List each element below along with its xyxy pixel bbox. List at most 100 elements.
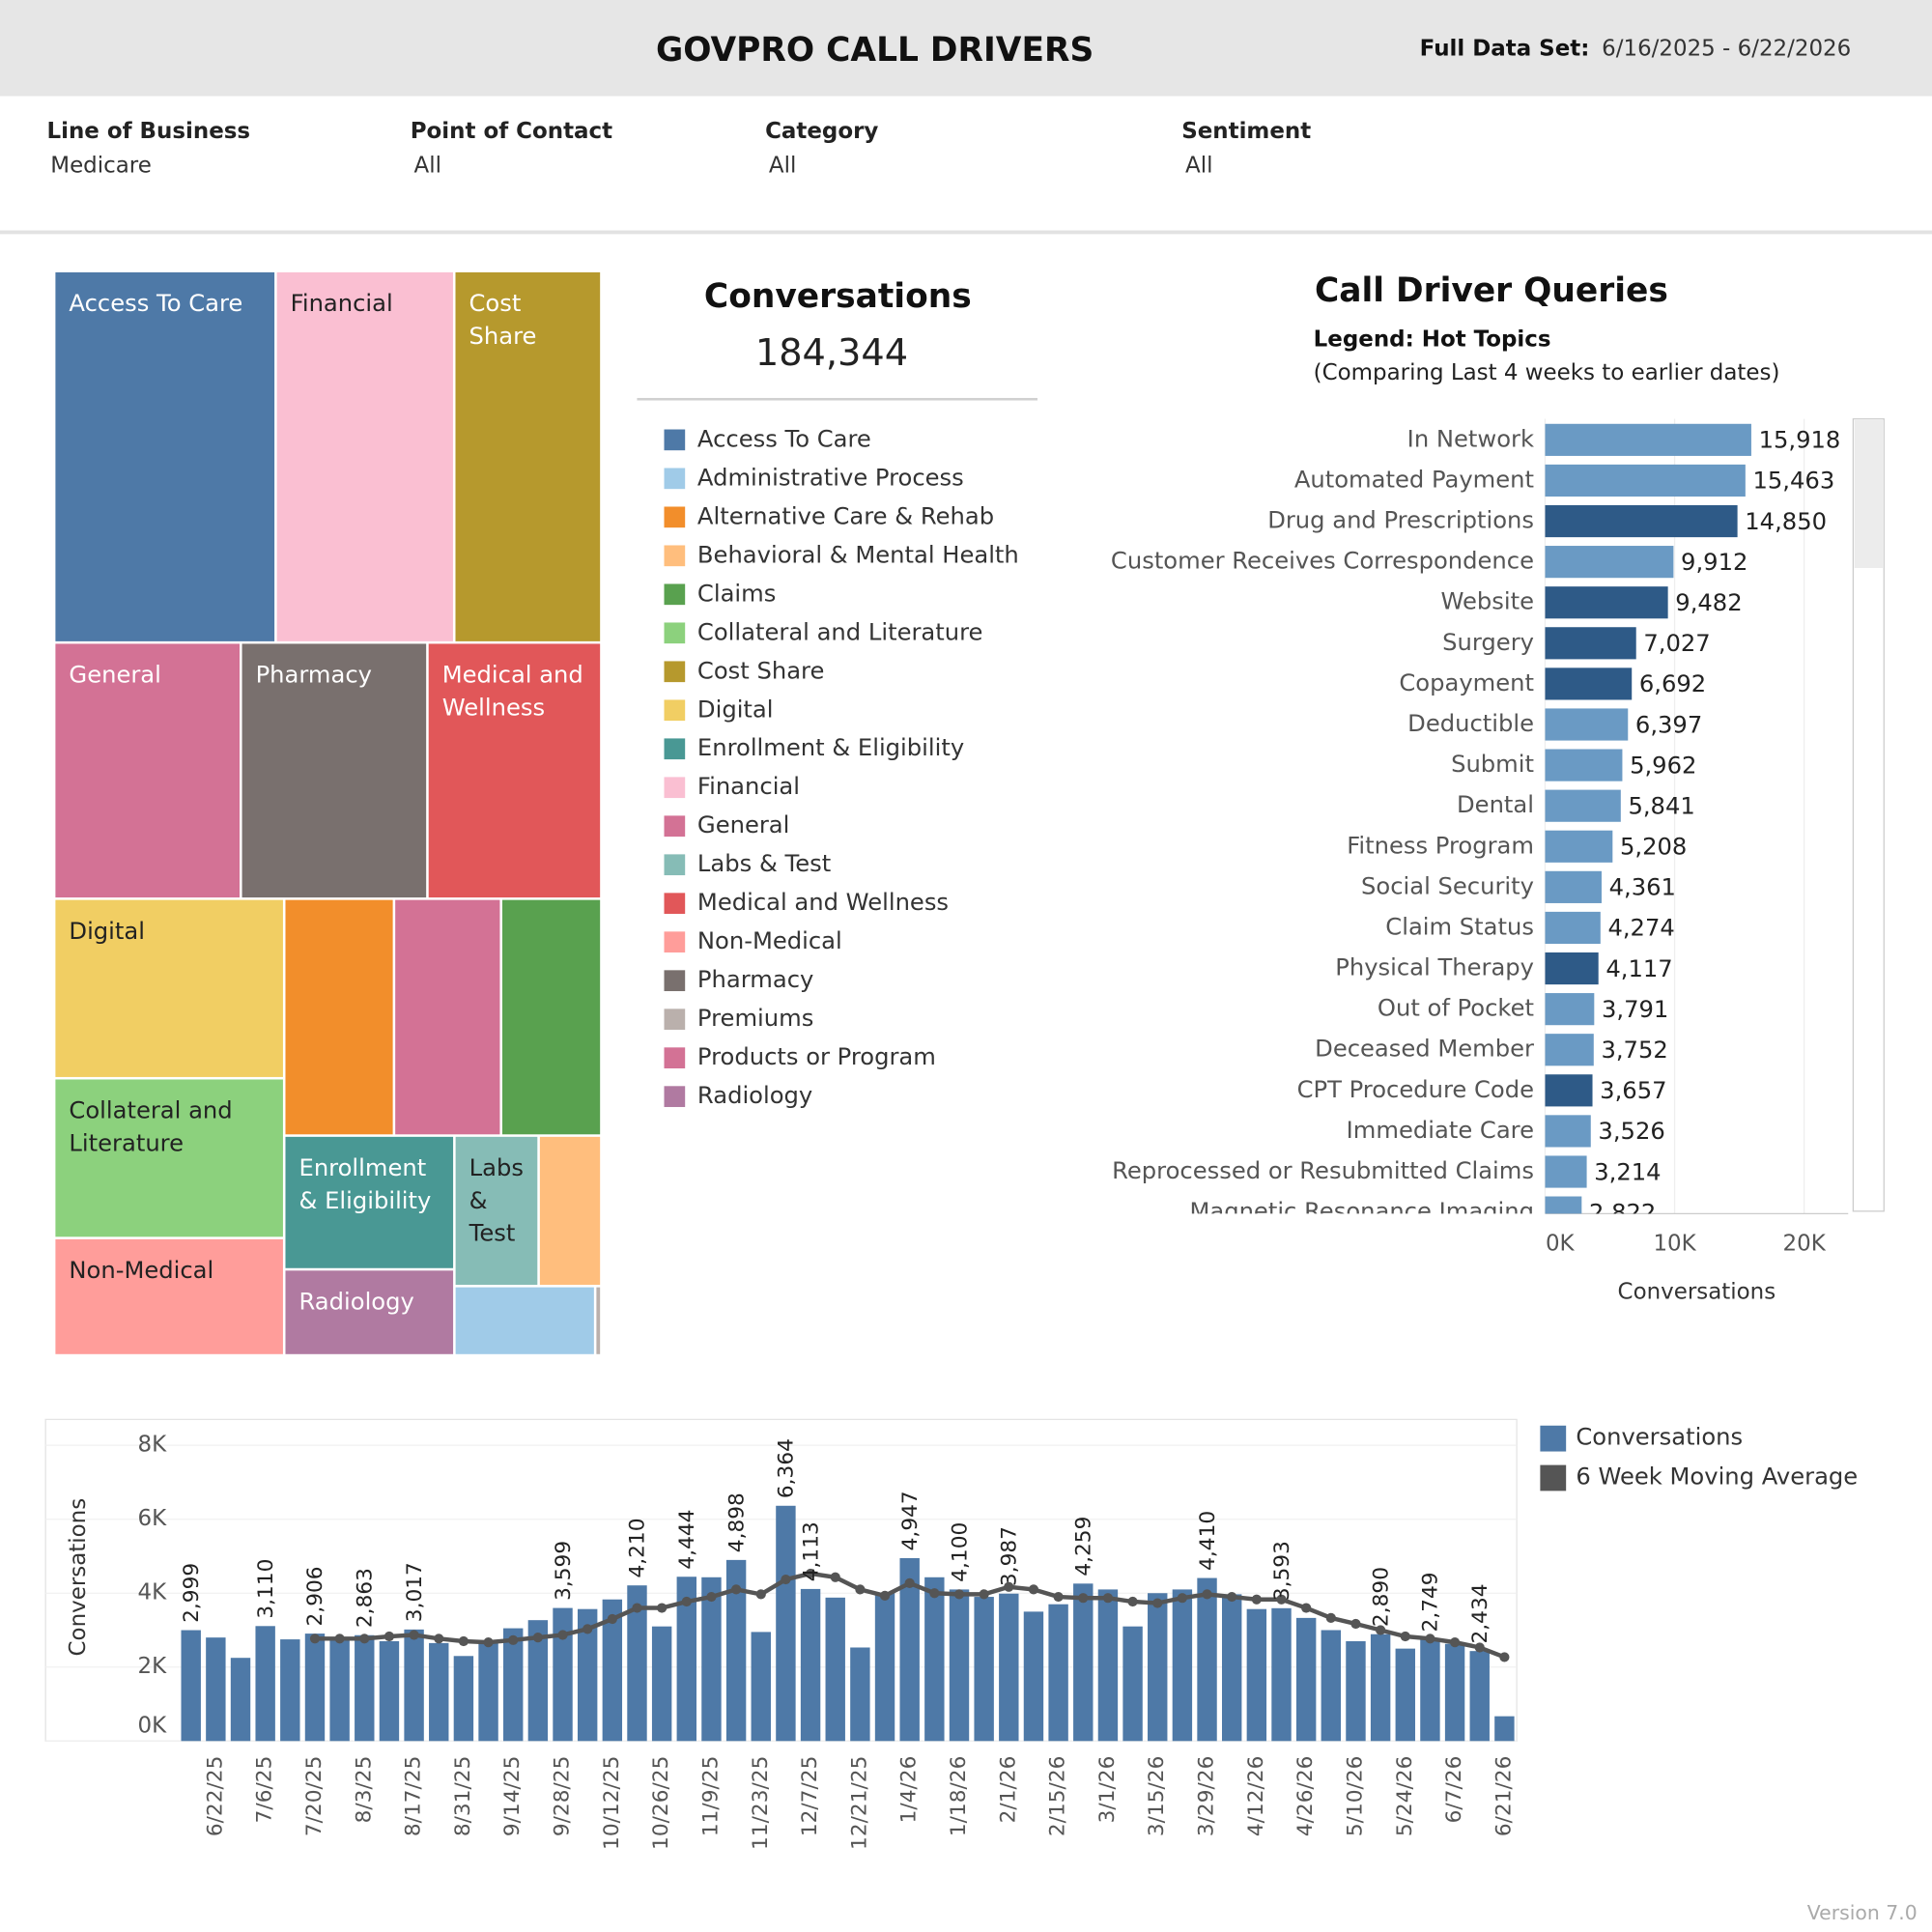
bar (1545, 1115, 1591, 1148)
bar (206, 1637, 226, 1742)
bar (725, 1559, 747, 1742)
x-tick-label: 12/21/25 (847, 1756, 871, 1850)
x-tick-label: 4/12/26 (1244, 1756, 1268, 1837)
line-point (1078, 1593, 1089, 1604)
line-point (879, 1590, 891, 1602)
bar (874, 1593, 895, 1742)
legend-swatch (1540, 1464, 1567, 1492)
filter-label: Line of Business (46, 119, 250, 144)
line-point (359, 1634, 370, 1644)
legend-label: Enrollment & Eligibility (697, 734, 964, 761)
filter-value[interactable]: All (414, 154, 441, 179)
bar (503, 1628, 524, 1742)
filter-value[interactable]: Medicare (50, 154, 152, 179)
line-point (334, 1634, 345, 1644)
bar (1545, 1034, 1594, 1066)
bar (825, 1597, 845, 1742)
treemap-label: Medical and Wellness (442, 662, 591, 722)
x-tick-label: 12/7/25 (798, 1756, 822, 1837)
title: GOVPRO CALL DRIVERS (656, 31, 1094, 70)
value-label: 3,526 (1598, 1118, 1664, 1145)
bar (850, 1647, 870, 1742)
bar (1073, 1583, 1094, 1742)
value-label: 2,890 (1369, 1567, 1393, 1627)
value-label: 7,027 (1643, 630, 1710, 657)
treemap-label: Enrollment & Eligibility (299, 1154, 434, 1214)
y-tick-label: Magnetic Resonance Imaging (1189, 1198, 1534, 1225)
value-label: 9,482 (1675, 589, 1742, 616)
y-tick-label: 2K (138, 1654, 168, 1679)
legend-label: Claims (697, 580, 776, 607)
bar (602, 1599, 623, 1742)
legend-label: Medical and Wellness (697, 889, 949, 916)
line-point (1474, 1642, 1485, 1653)
treemap-cell (393, 898, 501, 1136)
value-label: 15,463 (1752, 468, 1834, 495)
treemap-cell (54, 1078, 285, 1238)
y-tick-label: Surgery (1442, 629, 1534, 656)
treemap-cell (454, 1286, 596, 1356)
value-label: 4,444 (675, 1510, 699, 1570)
y-tick-label: Social Security (1361, 872, 1534, 899)
scrollbar-thumb[interactable] (1854, 419, 1883, 569)
treemap-label: Access To Care (69, 290, 242, 317)
value-label: 4,361 (1609, 874, 1676, 901)
treemap-label: Cost Share (469, 290, 537, 350)
value-label: 6,364 (775, 1438, 799, 1498)
value-label: 3,657 (1600, 1077, 1666, 1104)
bar (404, 1629, 424, 1742)
bar (1246, 1608, 1267, 1742)
x-tick-label: 4/26/26 (1293, 1756, 1318, 1837)
line-point (483, 1637, 494, 1648)
x-tick-label: 2/1/26 (996, 1756, 1020, 1824)
bar (1545, 1155, 1587, 1188)
bar (1545, 749, 1623, 781)
legend-label: Conversations (1576, 1424, 1743, 1451)
bar (553, 1607, 573, 1742)
value-label: 3,593 (1270, 1541, 1294, 1601)
x-tick-label: 5/10/26 (1343, 1756, 1367, 1837)
bar (453, 1656, 474, 1742)
legend-swatch (664, 738, 686, 760)
filter-value[interactable]: All (1185, 154, 1212, 179)
treemap-label: Digital (69, 918, 145, 945)
value-label: 4,259 (1072, 1517, 1096, 1577)
y-tick-label: Reprocessed or Resubmitted Claims (1112, 1157, 1534, 1184)
x-tick-label: 2/15/26 (1046, 1756, 1070, 1837)
legend-swatch (664, 545, 686, 567)
bar (1420, 1639, 1440, 1742)
bar (1545, 586, 1668, 619)
y-tick-label: Website (1440, 588, 1534, 615)
treemap-label: Non-Medical (69, 1257, 213, 1284)
legend-swatch (664, 777, 686, 799)
line-point (830, 1572, 840, 1582)
treemap-label: Collateral and Literature (69, 1097, 240, 1157)
line-point (607, 1613, 617, 1625)
x-tick-label: 9/28/25 (551, 1756, 575, 1837)
y-axis-title: Conversations (66, 1498, 91, 1657)
filter-value[interactable]: All (769, 154, 796, 179)
bar (899, 1557, 920, 1742)
header-band (0, 0, 1932, 97)
bar (1545, 546, 1674, 579)
bar (1122, 1626, 1143, 1742)
value-label: 2,434 (1468, 1583, 1492, 1643)
legend-swatch (664, 583, 686, 606)
kpi-title: Conversations (704, 277, 972, 316)
bar (181, 1630, 201, 1742)
bar (1097, 1589, 1119, 1742)
bar (429, 1642, 449, 1742)
value-label: 4,210 (626, 1518, 650, 1577)
bar (1545, 830, 1613, 863)
date-label: Full Data Set: (1420, 37, 1590, 62)
legend-swatch (664, 970, 686, 992)
x-tick-label: 1/18/26 (947, 1756, 971, 1837)
line-point (731, 1584, 742, 1595)
line-point (1376, 1625, 1386, 1635)
y-tick-label: Deceased Member (1315, 1036, 1534, 1063)
legend-swatch (664, 468, 686, 490)
y-tick-label: In Network (1407, 425, 1534, 452)
y-tick-label: Customer Receives Correspondence (1111, 548, 1534, 575)
x-tick-label: 8/31/25 (451, 1756, 475, 1837)
x-tick-label: 9/14/25 (500, 1756, 525, 1837)
